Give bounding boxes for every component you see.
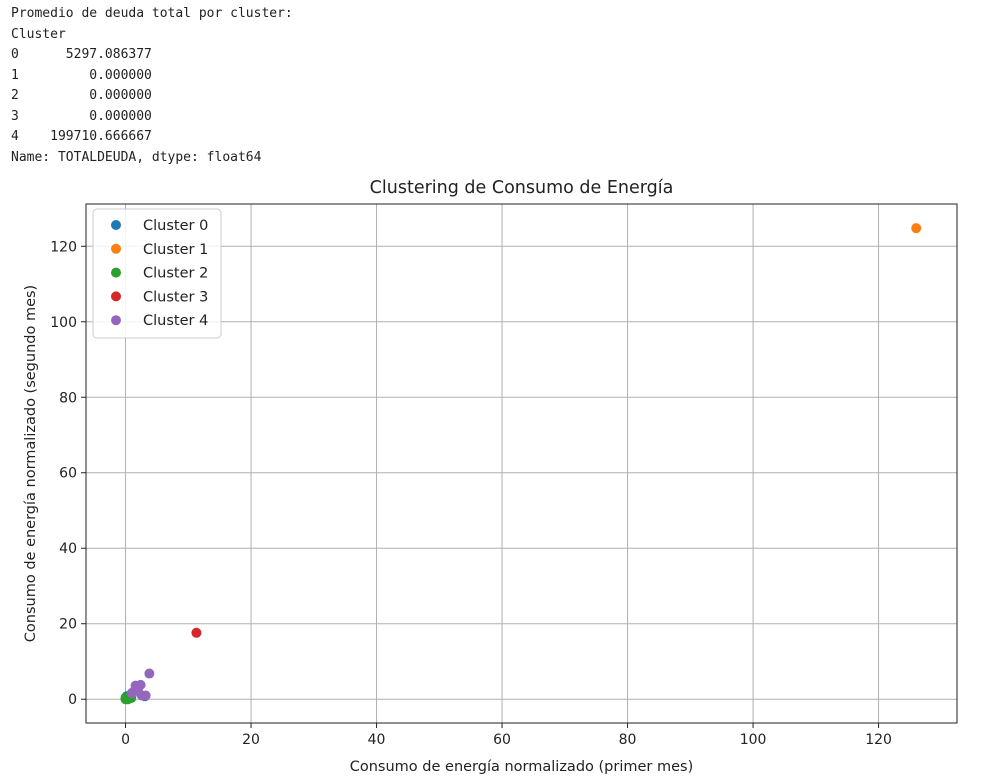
x-tick-label: 20 (242, 732, 260, 748)
y-tick-label: 0 (68, 692, 77, 708)
legend-marker (111, 291, 121, 302)
legend-label: Cluster 3 (143, 289, 208, 305)
output-line: 0 5297.086377 (11, 47, 152, 62)
output-line: 1 0.000000 (11, 67, 152, 83)
legend-label: Cluster 0 (143, 218, 208, 234)
legend-label: Cluster 2 (143, 266, 208, 282)
y-tick-label: 120 (50, 239, 77, 255)
legend-marker (111, 267, 121, 278)
scatter-point-cluster-4 (126, 688, 137, 699)
chart-title: Clustering de Consumo de Energía (370, 178, 674, 198)
y-tick-label: 60 (59, 466, 77, 482)
legend-marker (111, 220, 121, 230)
scatter-point-cluster-1 (911, 223, 922, 234)
output-line: 4 199710.666667 (11, 129, 152, 144)
output-line: Promedio de deuda total por cluster: (11, 6, 293, 21)
legend-box (92, 208, 222, 339)
x-tick-label: 0 (121, 732, 130, 748)
output-line: Cluster (11, 26, 66, 42)
legend-label: Cluster 4 (143, 313, 208, 329)
scatter-point-cluster-4 (140, 690, 151, 701)
legend-label: Cluster 1 (143, 242, 208, 258)
scatter-chart: 0 20 40 60 80 100 120 0 20 40 60 80 100 120 Clusterin… (23, 178, 958, 775)
output-line: Name: TOTALDEUDA, dtype: float64 (11, 149, 262, 165)
x-axis-title: Consumo de energía normalizado (primer m… (350, 759, 693, 775)
data-points (120, 223, 922, 705)
y-tick-label: 40 (59, 541, 77, 557)
output-line: 3 0.000000 (11, 108, 152, 124)
legend: Cluster 0 Cluster 1 Cluster 2 Cluster 3 Clus… (92, 208, 222, 339)
x-tick-label: 100 (740, 732, 767, 748)
grid-lines (86, 204, 957, 723)
output-line: 2 0.000000 (11, 88, 152, 103)
x-tick-label: 40 (368, 732, 386, 748)
y-tick-label: 80 (59, 390, 77, 406)
cell-output-text: Promedio de deuda total por cluster: Clus… (11, 4, 293, 168)
scatter-point-cluster-3 (191, 627, 202, 638)
x-tick-label: 60 (493, 732, 511, 748)
legend-marker (111, 243, 121, 254)
legend-marker (111, 315, 121, 326)
y-tick-label: 100 (50, 315, 77, 331)
scatter-point-cluster-4 (144, 668, 155, 679)
plot-frame (85, 203, 958, 724)
y-axis-title: Consumo de energía normalizado (segundo … (23, 285, 39, 642)
x-tick-label: 120 (865, 732, 892, 748)
y-tick-label: 20 (59, 617, 77, 633)
x-tick-label: 80 (619, 732, 637, 748)
axis-ticks: 0 20 40 60 80 100 120 0 20 40 60 80 100 120 (50, 239, 892, 748)
